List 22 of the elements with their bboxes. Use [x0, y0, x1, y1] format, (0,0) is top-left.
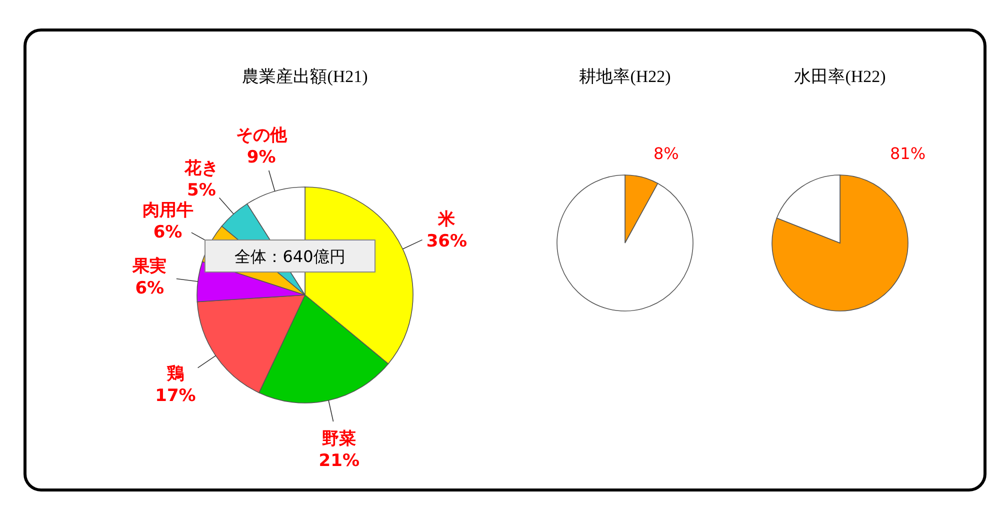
- data-label: 9%: [246, 148, 276, 168]
- data-label: 5%: [187, 180, 216, 201]
- data-label: 17%: [155, 386, 196, 406]
- pie-slice: [772, 174, 908, 312]
- chart-title: 農業産出額(H21): [242, 67, 368, 86]
- data-label: 21%: [318, 450, 360, 471]
- slice-label: 野菜: [322, 428, 356, 449]
- chart-title: 耕地率(H22): [579, 67, 671, 86]
- slice-label: 果実: [132, 256, 167, 276]
- data-label: 8%: [653, 144, 679, 163]
- slice-label: 花き: [183, 158, 218, 179]
- pie-slice: [556, 174, 694, 312]
- data-label: 36%: [426, 231, 468, 252]
- text: 全体：640億円: [234, 247, 346, 266]
- chart-title: 水田率(H22): [794, 67, 886, 86]
- slice-label: 米: [437, 209, 456, 230]
- data-label: 6%: [135, 278, 164, 298]
- slice-label: 鶏: [166, 364, 184, 384]
- data-label: 81%: [890, 144, 926, 163]
- slice-label: その他: [236, 126, 288, 146]
- data-label: 6%: [153, 222, 182, 243]
- slice-label: 肉用牛: [142, 200, 194, 221]
